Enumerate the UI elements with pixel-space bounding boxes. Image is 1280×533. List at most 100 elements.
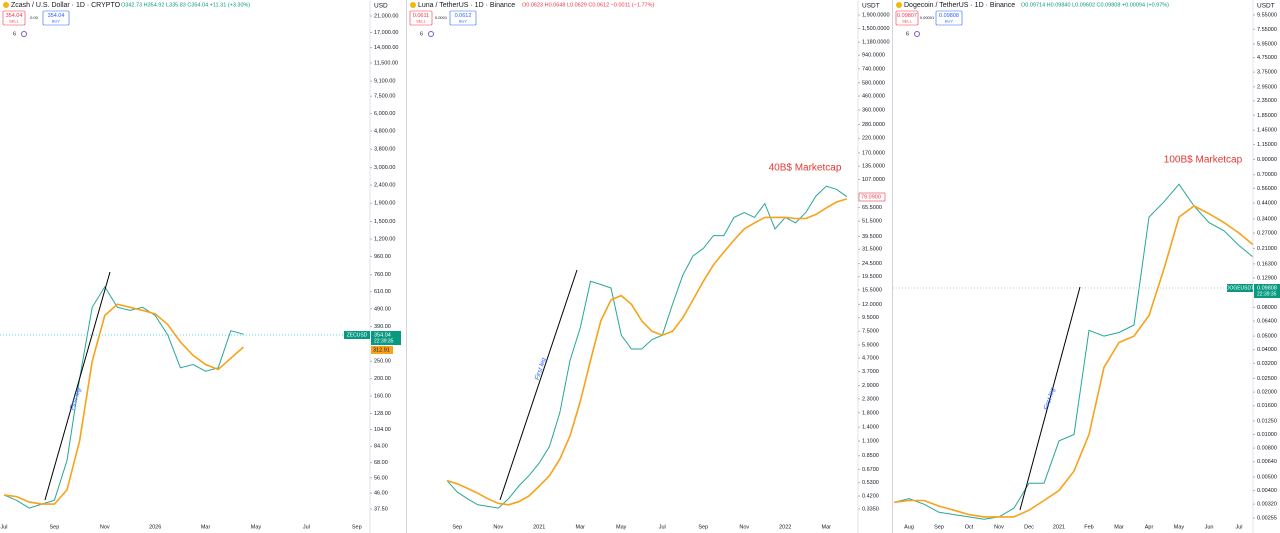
trend-line	[44, 271, 111, 501]
y-tick-label: 460.0000	[862, 94, 885, 100]
moving-average	[3, 303, 244, 505]
symbol-label: ZECUSD	[347, 332, 368, 338]
y-tick-label: 0.34000	[1257, 216, 1277, 222]
sell-button[interactable]	[2, 10, 26, 26]
x-tick-label: Nov	[994, 524, 1004, 530]
x-tick-label: Mar	[1114, 524, 1124, 530]
x-tick-label: Jul	[0, 524, 7, 530]
spread: 0.00	[30, 15, 39, 20]
annotation: 40B$ Marketcap	[769, 163, 842, 174]
indicator-icon	[21, 31, 27, 37]
y-tick-label: 24.5000	[862, 261, 882, 267]
x-tick-label: 2021	[1053, 524, 1065, 530]
y-tick-label: 104.00	[374, 427, 391, 433]
y-tick-label: 12.0000	[862, 302, 882, 308]
y-tick-label: 0.44000	[1257, 201, 1277, 207]
annotation: 100B$ Marketcap	[1164, 155, 1243, 166]
y-tick-label: 1.8000	[862, 410, 879, 416]
symbol-icon	[3, 2, 9, 8]
buy-price: 0.0612	[455, 13, 472, 19]
ohlc: O342.73 H354.92 L335.83 C354.04 +11.31 (…	[121, 2, 250, 8]
y-tick-label: 0.02500	[1257, 376, 1277, 382]
symbol-title: Luna / TetherUS · 1D · Binance	[418, 2, 515, 9]
y-tick-label: 760.00	[374, 272, 391, 278]
y-tick-label: 0.01000	[1257, 432, 1277, 438]
x-tick-label: May	[251, 524, 262, 530]
sell-label: SELL	[9, 19, 20, 24]
currency: USDT	[862, 3, 880, 10]
y-tick-label: 0.56000	[1257, 186, 1277, 192]
y-tick-label: 0.00500	[1257, 474, 1277, 480]
indicator: 6	[13, 31, 16, 37]
y-tick-label: 11,500.00	[374, 60, 398, 66]
x-tick-label: Jun	[1205, 524, 1214, 530]
y-tick-label: 15.5000	[862, 287, 882, 293]
plot	[3, 285, 244, 509]
y-tick-label: 0.02000	[1257, 390, 1277, 396]
buy-button[interactable]	[42, 10, 70, 26]
y-tick-label: 0.27000	[1257, 230, 1277, 236]
y-tick-label: 68.00	[374, 460, 388, 466]
y-tick-label: 2.35000	[1257, 98, 1277, 104]
y-tick-label: 0.04000	[1257, 347, 1277, 353]
y-tick-label: 0.21000	[1257, 246, 1277, 252]
ohlc: O0.0623 H0.0648 L0.0629 C0.0612 −0.0011 …	[522, 2, 654, 8]
indicator-icon	[428, 31, 434, 37]
buy-button[interactable]	[935, 10, 963, 26]
y-tick-label: 490.00	[374, 306, 391, 312]
y-tick-label: 0.08000	[1257, 305, 1277, 311]
y-tick-label: 0.01250	[1257, 418, 1277, 424]
y-tick-label: 9.55000	[1257, 12, 1277, 18]
y-tick-label: 17,000.00	[374, 30, 398, 36]
y-tick-label: 65.5000	[862, 205, 882, 211]
y-tick-label: 1,500.00	[374, 219, 395, 225]
y-tick-label: 2,400.00	[374, 182, 395, 188]
y-tick-label: 128.00	[374, 411, 391, 417]
y-tick-label: 0.03200	[1257, 361, 1277, 367]
y-tick-label: 170.0000	[862, 150, 885, 156]
y-tick-label: 580.0000	[862, 80, 885, 86]
y-tick-label: 1,900.0000	[862, 12, 890, 18]
y-tick-label: 1,200.00	[374, 237, 395, 243]
y-tick-label: 0.16300	[1257, 261, 1277, 267]
y-tick-label: 0.06400	[1257, 318, 1277, 324]
y-tick-label: 4.75000	[1257, 55, 1277, 61]
last-price-tag	[371, 331, 401, 345]
y-tick-label: 1.85000	[1257, 113, 1277, 119]
y-tick-label: 0.6700	[862, 467, 879, 473]
x-tick-label: May	[616, 524, 627, 530]
y-tick-label: 0.12900	[1257, 276, 1277, 282]
buy-price: 354.04	[48, 13, 65, 19]
sell-price: 0.09807	[897, 13, 917, 19]
y-tick-label: 0.00640	[1257, 459, 1277, 465]
x-tick-label: Dec	[1024, 524, 1034, 530]
sell-button[interactable]	[895, 10, 919, 26]
last-price-tag	[1254, 284, 1280, 298]
last-price: 354.04	[374, 332, 391, 338]
x-tick-label: 2021	[533, 524, 545, 530]
y-tick-label: 5.9000	[862, 342, 879, 348]
y-tick-label: 0.00255	[1257, 516, 1277, 522]
x-tick-label: Sep	[698, 524, 708, 530]
y-tick-label: 0.70000	[1257, 172, 1277, 178]
y-tick-label: 14,000.00	[374, 45, 398, 51]
y-tick-label: 84.00	[374, 444, 388, 450]
y-tick-label: 7,500.00	[374, 94, 395, 100]
y-tick-label: 107.0000	[862, 177, 885, 183]
y-tick-label: 0.00320	[1257, 502, 1277, 508]
y-tick-label: 2.3000	[862, 396, 879, 402]
y-tick-label: 3.7000	[862, 369, 879, 375]
y-tick-label: 1.15000	[1257, 142, 1277, 148]
sell-price: 0.0611	[413, 13, 429, 19]
buy-label: BUY	[459, 19, 468, 24]
symbol-title: Zcash / U.S. Dollar · 1D · CRYPTO	[11, 2, 121, 9]
buy-button[interactable]	[449, 10, 477, 26]
sell-button[interactable]	[409, 10, 433, 26]
x-tick-label: Feb	[1084, 524, 1093, 530]
trend-line	[1019, 286, 1081, 511]
y-tick-label: 3,000.00	[374, 165, 395, 171]
x-tick-label: Jul	[303, 524, 310, 530]
y-tick-label: 56.00	[374, 475, 388, 481]
